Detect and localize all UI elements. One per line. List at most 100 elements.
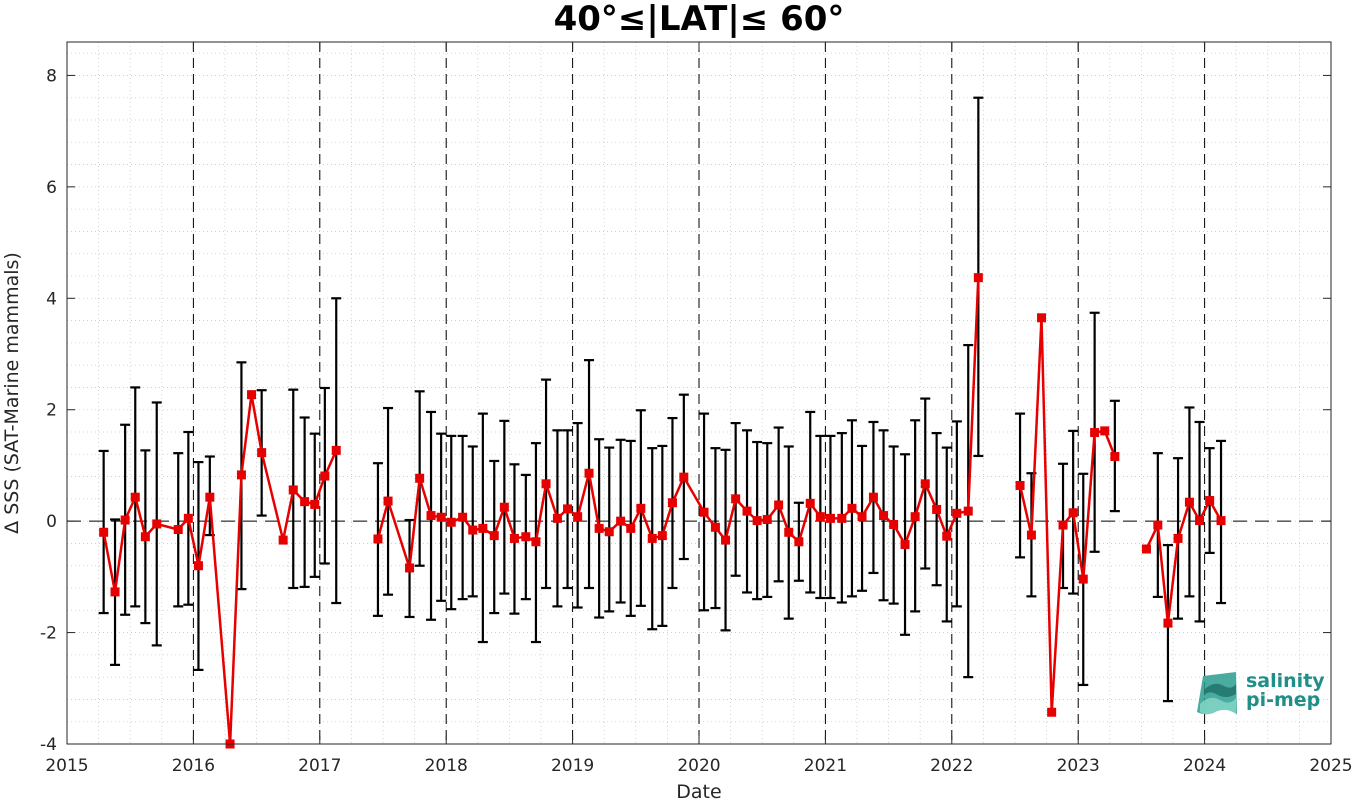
data-point (1078, 574, 1088, 584)
x-tick-label: 2017 (298, 756, 341, 776)
data-point (920, 479, 930, 489)
data-markers (99, 273, 1226, 749)
data-point (900, 540, 910, 550)
data-point (679, 472, 689, 482)
data-point (584, 468, 594, 478)
data-point (521, 532, 531, 542)
data-point (1153, 520, 1163, 530)
data-point (594, 523, 604, 533)
data-point (1205, 496, 1215, 506)
data-point (446, 517, 456, 527)
x-tick-label: 2019 (551, 756, 594, 776)
y-tick-label: -2 (40, 624, 57, 644)
data-point (478, 523, 488, 533)
y-tick-labels: -4 -2 0 2 4 6 8 (40, 66, 57, 755)
data-point (721, 535, 731, 545)
data-point (616, 516, 626, 526)
data-point (847, 503, 857, 513)
error-bar (467, 445, 478, 598)
y-tick-label: 0 (46, 512, 57, 532)
data-point (415, 473, 425, 483)
series-segment (102, 393, 338, 746)
data-point (794, 537, 804, 547)
data-point (405, 563, 415, 573)
chart-title: 40°≤|LAT|≤ 60° (554, 0, 845, 39)
x-tick-label: 2024 (1183, 756, 1226, 776)
data-point (1173, 533, 1183, 543)
data-point (120, 515, 130, 525)
data-point (152, 519, 162, 529)
y-tick-label: 8 (46, 66, 57, 86)
data-point (626, 523, 636, 533)
x-tick-label: 2023 (1057, 756, 1100, 776)
data-point (963, 506, 973, 516)
data-point (236, 470, 246, 480)
data-point (973, 273, 983, 283)
data-point (436, 512, 446, 522)
data-point (310, 499, 320, 509)
data-point (573, 512, 583, 522)
data-point (731, 494, 741, 504)
data-point (288, 485, 298, 495)
data-point (1163, 618, 1173, 628)
data-point (509, 533, 519, 543)
data-point (868, 492, 878, 502)
x-tick-label: 2018 (425, 756, 468, 776)
data-point (1100, 426, 1110, 436)
data-point (1068, 508, 1078, 518)
data-point (699, 507, 709, 517)
data-point (910, 512, 920, 522)
x-tick-label: 2022 (930, 756, 973, 776)
data-point (373, 534, 383, 544)
data-point (762, 514, 772, 524)
logo-text-pimep: pi-mep (1246, 689, 1320, 711)
x-tick-label: 2016 (172, 756, 215, 776)
data-point (130, 492, 140, 502)
data-point (173, 525, 183, 534)
data-point (667, 498, 677, 508)
data-point (1037, 313, 1047, 323)
data-point (636, 503, 646, 513)
x-tick-label: 2015 (45, 756, 88, 776)
y-tick-label: -4 (40, 735, 57, 755)
y-tick-label: 2 (46, 401, 57, 421)
data-point (815, 512, 825, 522)
x-tick-label: 2025 (1309, 756, 1352, 776)
data-point (774, 500, 784, 510)
data-point (825, 513, 835, 523)
data-point (1184, 497, 1194, 507)
data-point (1026, 530, 1036, 540)
data-point (1047, 707, 1057, 717)
data-point (604, 527, 614, 537)
data-point (857, 512, 867, 522)
logo-text-salinity: salinity (1246, 670, 1325, 692)
x-tick-label: 2020 (677, 756, 720, 776)
data-point (932, 504, 942, 514)
year-lines (192, 42, 1206, 744)
x-tick-labels: 2015 2016 2017 2018 2019 2020 2021 2022 2023 2024… (45, 756, 1352, 776)
data-point (183, 513, 193, 523)
data-point (889, 519, 899, 529)
data-point (320, 471, 330, 481)
data-point (1216, 516, 1226, 526)
data-point (710, 522, 720, 532)
data-point (531, 537, 541, 547)
data-point (657, 531, 667, 541)
data-point (1195, 516, 1205, 526)
data-point (647, 533, 657, 543)
y-axis-label: Δ SSS (SAT-Marine mammals) (1, 252, 23, 534)
data-point (489, 531, 499, 541)
y-tick-label: 6 (46, 178, 57, 198)
data-point (742, 506, 752, 516)
data-point (552, 513, 562, 523)
data-point (879, 511, 889, 521)
data-point (99, 527, 109, 537)
data-point (110, 587, 120, 597)
series-segment (1018, 316, 1117, 714)
x-tick-label: 2021 (804, 756, 847, 776)
x-axis-label: Date (676, 781, 721, 801)
data-point (499, 502, 509, 512)
data-point (257, 448, 267, 458)
data-point (1110, 452, 1120, 462)
